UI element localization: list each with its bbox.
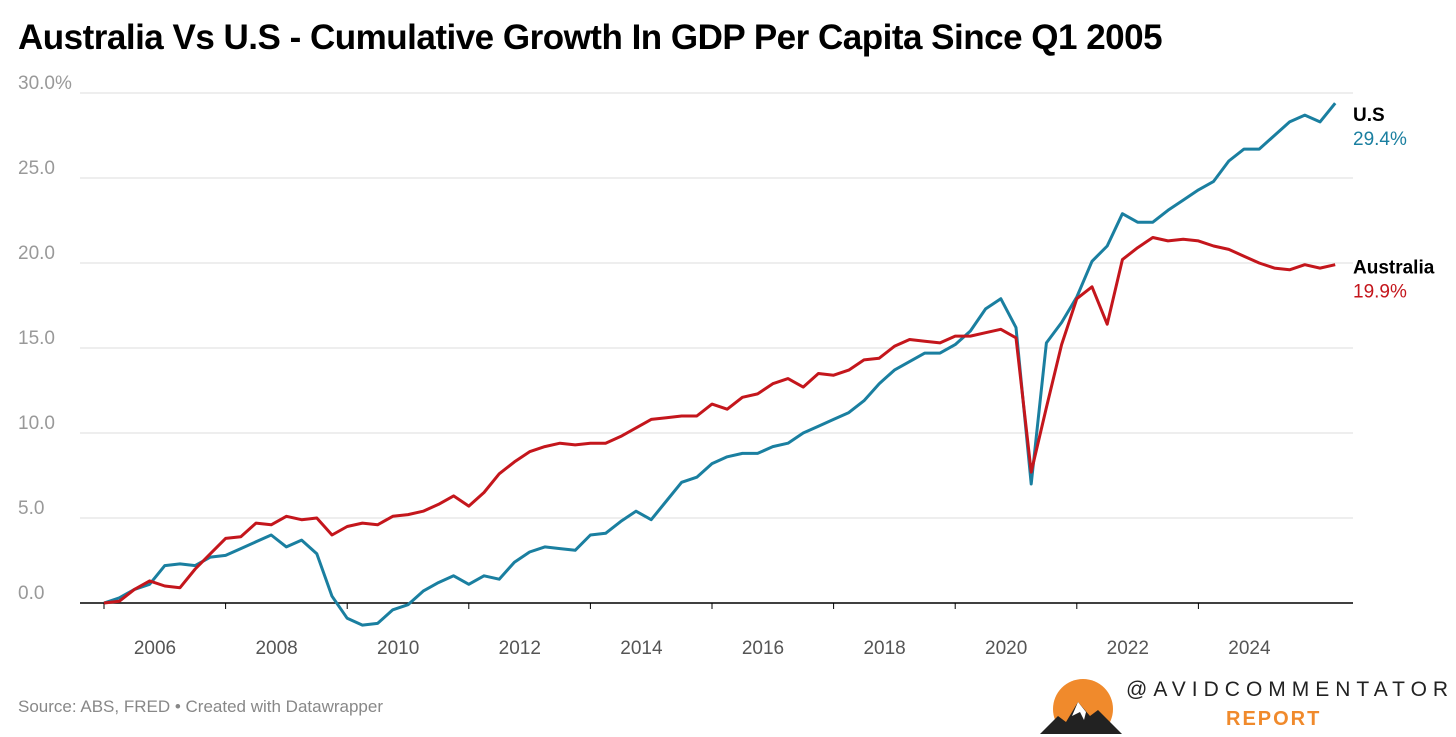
x-tick-label: 2022	[1107, 638, 1149, 659]
series-name-label: Australia	[1353, 258, 1435, 279]
series-name-label: U.S	[1353, 105, 1385, 126]
x-tick-label: 2018	[863, 638, 905, 659]
y-tick-label: 30.0%	[18, 73, 72, 94]
logo-handle: @AVIDCOMMENTATOR	[1126, 678, 1455, 701]
x-tick-label: 2024	[1228, 638, 1271, 659]
series-line-us	[103, 102, 1337, 627]
x-tick-label: 2008	[255, 638, 297, 659]
x-tick-label: 2010	[377, 638, 419, 659]
x-tick-label: 2020	[985, 638, 1027, 659]
source-note: Source: ABS, FRED • Created with Datawra…	[18, 697, 383, 716]
series-end-value-label: 19.9%	[1353, 282, 1407, 303]
series-line-australia	[103, 236, 1336, 605]
y-tick-label: 5.0	[18, 498, 44, 519]
y-tick-label: 10.0	[18, 413, 55, 434]
y-tick-label: 0.0	[18, 583, 44, 604]
chart-title: Australia Vs U.S - Cumulative Growth In …	[18, 18, 1163, 57]
mountain-sun-icon	[1036, 679, 1126, 734]
logo-report: REPORT	[1226, 708, 1322, 730]
y-tick-label: 20.0	[18, 243, 55, 264]
series-end-value-label: 29.4%	[1353, 129, 1407, 150]
brand-logo: @AVIDCOMMENTATOR REPORT	[1036, 676, 1448, 734]
y-tick-label: 15.0	[18, 328, 55, 349]
x-tick-label: 2006	[134, 638, 176, 659]
x-tick-label: 2012	[499, 638, 541, 659]
y-tick-label: 25.0	[18, 158, 55, 179]
x-tick-label: 2016	[742, 638, 784, 659]
x-tick-label: 2014	[620, 638, 663, 659]
